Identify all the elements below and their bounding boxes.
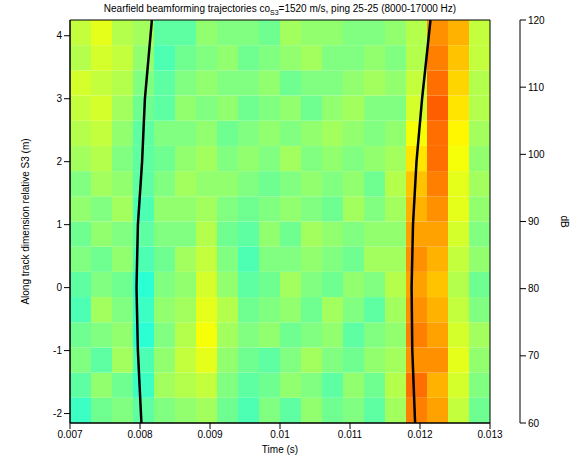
svg-text:60: 60 <box>528 418 540 429</box>
svg-text:0.007: 0.007 <box>57 429 82 440</box>
svg-text:0.01: 0.01 <box>270 429 290 440</box>
svg-text:0.009: 0.009 <box>197 429 222 440</box>
svg-text:-2: -2 <box>53 408 62 419</box>
svg-text:4: 4 <box>56 30 62 41</box>
svg-text:0.013: 0.013 <box>477 429 502 440</box>
svg-text:0: 0 <box>56 282 62 293</box>
svg-text:100: 100 <box>528 149 545 160</box>
svg-text:0.008: 0.008 <box>127 429 152 440</box>
svg-text:0.011: 0.011 <box>338 429 363 440</box>
svg-text:110: 110 <box>528 82 544 93</box>
svg-text:-1: -1 <box>53 345 62 356</box>
svg-text:90: 90 <box>528 216 540 227</box>
svg-text:Along track dimension relative: Along track dimension relative S3 (m) <box>20 138 31 304</box>
svg-text:70: 70 <box>528 350 540 361</box>
html-text:Nearfield beamforming trajecto: Nearfield beamforming trajectories coS3=… <box>103 3 457 16</box>
svg-text:80: 80 <box>528 283 540 294</box>
svg-text:Time (s): Time (s) <box>262 444 298 455</box>
svg-text:120: 120 <box>528 15 545 26</box>
svg-text:dB: dB <box>559 215 570 228</box>
svg-text:1: 1 <box>56 219 62 230</box>
svg-text:0.012: 0.012 <box>407 429 432 440</box>
svg-text:3: 3 <box>56 93 62 104</box>
svg-text:2: 2 <box>56 156 62 167</box>
